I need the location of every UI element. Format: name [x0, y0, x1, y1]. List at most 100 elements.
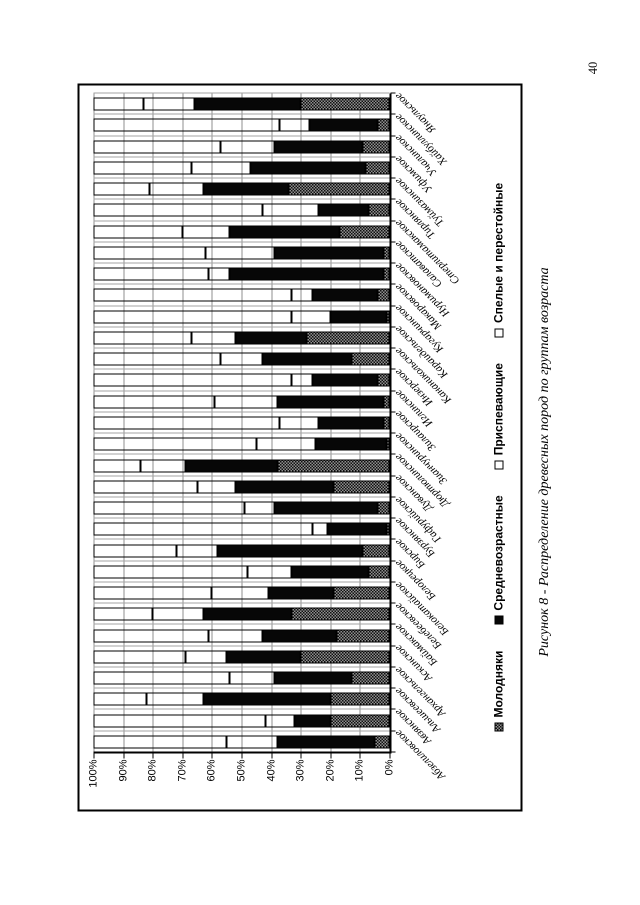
- bar-segment-2: [274, 140, 363, 154]
- category-axis-tick: [390, 220, 396, 222]
- bar-segment-2: [274, 246, 384, 260]
- bar-segment-3: [244, 501, 275, 515]
- category-axis-tick: [390, 241, 396, 243]
- bar-segment-2: [312, 288, 378, 302]
- bar-segment-2: [226, 650, 301, 664]
- page-number: 40: [586, 61, 600, 75]
- bar-segment-1: [368, 203, 390, 217]
- category-gridline: [93, 517, 390, 519]
- bar-segment-1: [306, 331, 390, 345]
- bar-segment-3: [312, 522, 328, 536]
- bar-column: [93, 714, 390, 728]
- bar-segment-2: [294, 714, 331, 728]
- bar-segment-3: [185, 650, 227, 664]
- bar-segment-3: [256, 437, 316, 451]
- bar-segment-2: [203, 182, 289, 196]
- bar-segment-3: [265, 714, 295, 728]
- bar-segment-2: [217, 544, 363, 558]
- bar-segment-1: [362, 544, 390, 558]
- bar-segment-1: [377, 373, 390, 387]
- bar-segment-1: [333, 586, 390, 600]
- category-gridline: [93, 432, 390, 434]
- bar-segment-1: [288, 182, 390, 196]
- bar-segment-3: [143, 97, 195, 111]
- bar-segment-2: [262, 352, 352, 366]
- bar-segment-1: [351, 671, 390, 685]
- bar-column: [93, 288, 390, 302]
- bar-segment-4: [93, 267, 209, 281]
- bar-segment-3: [176, 544, 218, 558]
- bar-segment-2: [235, 331, 307, 345]
- category-axis-tick: [390, 347, 396, 349]
- category-gridline: [93, 305, 390, 307]
- bar-segment-3: [226, 735, 278, 749]
- bar-segment-4: [93, 246, 206, 260]
- category-axis-tick: [390, 666, 396, 668]
- bar-segment-4: [93, 607, 153, 621]
- bar-segment-3: [291, 310, 331, 324]
- bar-segment-2: [268, 586, 334, 600]
- bar-segment-2: [203, 692, 331, 706]
- bar-segment-4: [93, 352, 221, 366]
- legend-label: Приспевающие: [491, 363, 506, 456]
- category-gridline: [93, 453, 390, 455]
- bar-segment-2: [309, 118, 378, 132]
- bar-segment-3: [149, 182, 204, 196]
- bar-segment-1: [300, 97, 390, 111]
- bar-segment-2: [277, 395, 384, 409]
- category-axis-tick: [390, 113, 396, 115]
- bar-segment-3: [291, 288, 313, 302]
- value-axis-tick: [300, 752, 302, 759]
- category-gridline: [93, 411, 390, 413]
- category-gridline: [93, 687, 390, 689]
- figure-caption: Рисунок 8 - Распределение древесных поро…: [537, 267, 552, 657]
- bar-segment-4: [93, 331, 192, 345]
- bar-segment-1: [339, 225, 390, 239]
- bar-segment-1: [333, 480, 390, 494]
- bar-segment-4: [93, 501, 245, 515]
- category-axis-tick: [390, 198, 396, 200]
- bar-segment-2: [235, 480, 334, 494]
- bar-column: [93, 246, 390, 260]
- bar-segment-3: [152, 607, 204, 621]
- category-axis-tick: [390, 177, 396, 179]
- bar-column: [93, 373, 390, 387]
- bar-column: [93, 544, 390, 558]
- bar-segment-1: [330, 714, 390, 728]
- bar-segment-3: [220, 140, 275, 154]
- bar-segment-3: [291, 373, 313, 387]
- category-gridline: [93, 475, 390, 477]
- bar-column: [93, 480, 390, 494]
- bar-column: [93, 565, 390, 579]
- bar-segment-4: [93, 373, 292, 387]
- bar-column: [93, 735, 390, 749]
- category-gridline: [93, 708, 390, 710]
- bar-segment-2: [262, 629, 337, 643]
- bar-segment-4: [93, 544, 177, 558]
- category-gridline: [93, 177, 390, 179]
- bar-column: [93, 692, 390, 706]
- bar-segment-4: [93, 586, 212, 600]
- category-axis-tick: [390, 453, 396, 455]
- bar-segment-2: [274, 501, 378, 515]
- category-gridline: [93, 198, 390, 200]
- bar-segment-4: [93, 735, 227, 749]
- bar-column: [93, 650, 390, 664]
- category-axis-tick: [390, 517, 396, 519]
- value-axis-label: 100%: [87, 759, 100, 788]
- legend-swatch-speckled-dark: [494, 722, 503, 732]
- bar-column: [93, 352, 390, 366]
- value-axis-tick: [389, 752, 391, 759]
- bar-segment-3: [205, 246, 275, 260]
- bar-segment-1: [300, 650, 390, 664]
- bar-segment-1: [377, 118, 390, 132]
- value-axis-label: 20%: [324, 759, 337, 782]
- bar-segment-3: [140, 459, 186, 473]
- bar-column: [93, 671, 390, 685]
- value-axis-line: [93, 751, 392, 754]
- bar-segment-4: [93, 650, 186, 664]
- category-gridline: [93, 602, 390, 604]
- value-axis-tick: [152, 752, 154, 759]
- category-axis-tick: [390, 602, 396, 604]
- bar-segment-4: [93, 225, 183, 239]
